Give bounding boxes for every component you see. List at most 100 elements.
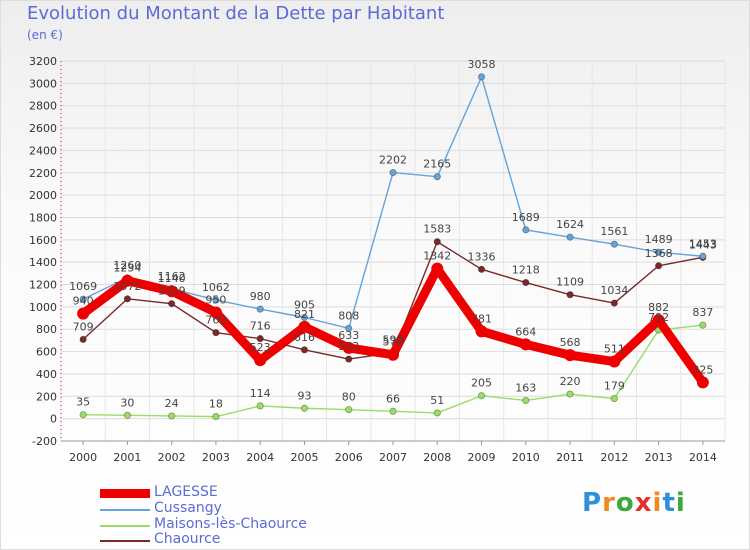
data-label-maisons-l-s-chaource: 179 <box>604 380 625 393</box>
data-point-chaource <box>168 300 176 308</box>
x-tick-label: 2000 <box>69 451 97 464</box>
x-tick-label: 2001 <box>113 451 141 464</box>
data-point-maisons-l-s-chaource <box>522 396 530 405</box>
data-label-maisons-l-s-chaource: 30 <box>120 396 134 409</box>
data-label-chaource: 1218 <box>512 264 540 277</box>
x-tick-label: 2012 <box>600 451 628 464</box>
y-tick-label: 2200 <box>29 167 57 180</box>
data-point-lagesse <box>121 274 134 287</box>
data-label-lagesse: 882 <box>648 301 669 314</box>
data-point-maisons-l-s-chaource <box>699 321 707 329</box>
data-point-chaource <box>300 346 309 354</box>
data-point-cussangy <box>610 240 618 248</box>
data-label-chaource: 1443 <box>689 238 717 251</box>
data-point-chaource <box>654 262 663 270</box>
data-label-lagesse: 821 <box>294 308 315 321</box>
y-tick-label: 2000 <box>29 189 57 202</box>
data-label-chaource: 616 <box>294 331 315 344</box>
data-point-maisons-l-s-chaource <box>300 404 309 412</box>
data-label-lagesse: 523 <box>250 341 271 354</box>
y-tick-label: 1800 <box>29 211 57 224</box>
legend-swatch-maisons <box>100 525 150 527</box>
data-label-maisons-l-s-chaource: 18 <box>209 398 223 411</box>
data-label-cussangy: 808 <box>338 309 359 322</box>
data-label-cussangy: 1062 <box>202 281 230 294</box>
data-label-chaource: 1029 <box>158 285 186 298</box>
data-point-maisons-l-s-chaource <box>123 411 132 419</box>
data-point-lagesse <box>519 338 532 351</box>
data-label-lagesse: 1342 <box>423 250 451 263</box>
data-label-cussangy: 1489 <box>645 233 673 246</box>
y-tick-label: 2400 <box>29 144 57 157</box>
y-tick-label: 1000 <box>29 301 57 314</box>
y-tick-label: 800 <box>36 323 57 336</box>
data-point-cussangy <box>566 233 574 241</box>
data-label-maisons-l-s-chaource: 220 <box>560 375 581 388</box>
data-point-maisons-l-s-chaource <box>212 413 220 421</box>
x-tick-label: 2013 <box>645 451 673 464</box>
legend-label-maisons: Maisons-lès-Chaource <box>154 516 307 532</box>
data-label-cussangy: 1561 <box>600 225 628 238</box>
x-tick-label: 2009 <box>468 451 496 464</box>
x-tick-label: 2010 <box>512 451 540 464</box>
data-point-lagesse <box>298 320 311 333</box>
data-label-chaource: 1109 <box>556 276 584 289</box>
data-label-maisons-l-s-chaource: 792 <box>648 311 669 324</box>
y-tick-label: 200 <box>36 390 57 403</box>
data-point-lagesse <box>165 285 178 298</box>
data-point-cussangy <box>389 168 397 177</box>
data-label-cussangy: 1453 <box>689 237 717 250</box>
x-tick-label: 2011 <box>556 451 584 464</box>
proxiti-logo: Proxiti <box>582 488 686 518</box>
legend-swatch-cussangy <box>100 509 150 511</box>
data-label-cussangy: 1260 <box>113 259 141 272</box>
data-label-maisons-l-s-chaource: 80 <box>342 391 356 404</box>
data-point-cussangy <box>654 248 663 256</box>
chart-unit: (en €) <box>27 28 63 42</box>
data-label-maisons-l-s-chaource: 114 <box>250 387 271 400</box>
x-tick-label: 2003 <box>202 451 230 464</box>
y-tick-label: 1600 <box>29 234 57 247</box>
data-label-cussangy: 905 <box>294 299 315 312</box>
y-tick-label: 2800 <box>29 100 57 113</box>
data-point-maisons-l-s-chaource <box>79 411 87 419</box>
x-tick-label: 2002 <box>158 451 186 464</box>
data-point-cussangy <box>477 73 486 81</box>
data-point-lagesse <box>475 325 488 338</box>
data-point-cussangy <box>433 173 441 181</box>
data-label-maisons-l-s-chaource: 51 <box>430 394 444 407</box>
data-label-chaource: 1368 <box>645 247 673 260</box>
data-point-maisons-l-s-chaource <box>433 409 441 417</box>
legend-label-lagesse: LAGESSE <box>154 484 218 500</box>
data-point-maisons-l-s-chaource <box>168 412 176 420</box>
data-point-chaource <box>433 238 441 246</box>
data-label-cussangy: 1069 <box>69 280 97 293</box>
data-label-maisons-l-s-chaource: 24 <box>165 397 179 410</box>
data-label-chaource: 1583 <box>423 223 451 236</box>
data-point-cussangy <box>699 252 707 260</box>
data-point-chaource <box>79 335 87 344</box>
data-point-lagesse <box>387 348 399 361</box>
y-tick-label: 2600 <box>29 122 57 135</box>
data-point-maisons-l-s-chaource <box>477 392 486 400</box>
y-tick-label: 600 <box>36 346 57 359</box>
data-point-maisons-l-s-chaource <box>389 407 397 415</box>
data-point-lagesse <box>254 354 267 367</box>
data-point-chaource <box>566 291 574 299</box>
data-point-lagesse <box>608 355 621 368</box>
data-point-lagesse <box>564 349 577 362</box>
x-tick-label: 2006 <box>335 451 363 464</box>
data-point-chaource <box>610 299 618 307</box>
data-point-lagesse <box>209 306 222 319</box>
data-label-maisons-l-s-chaource: 93 <box>297 389 311 402</box>
legend-swatch-lagesse <box>100 489 150 498</box>
data-label-cussangy: 1162 <box>158 270 186 283</box>
data-label-lagesse: 325 <box>692 363 713 376</box>
data-label-cussangy: 1689 <box>512 211 540 224</box>
data-label-lagesse: 940 <box>73 295 94 308</box>
data-point-cussangy <box>79 295 87 303</box>
data-label-chaource: 709 <box>73 320 94 333</box>
data-point-chaource <box>212 329 220 337</box>
